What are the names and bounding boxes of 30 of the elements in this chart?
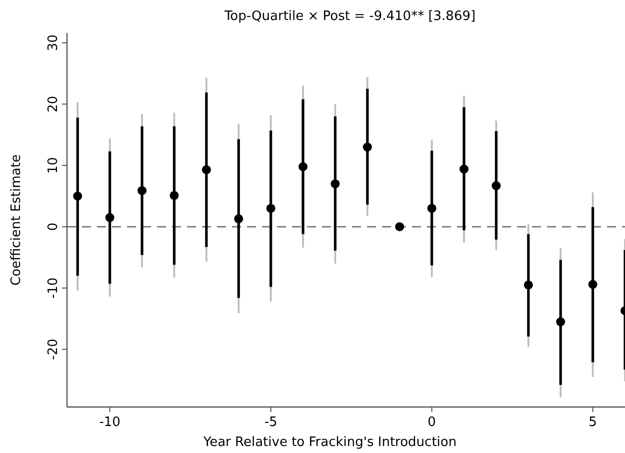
point: [362, 142, 372, 152]
point: [266, 204, 276, 213]
y-tick-label: 30: [46, 34, 61, 52]
point: [234, 214, 244, 224]
point: [330, 179, 340, 188]
y-tick-label: 0: [46, 222, 61, 231]
chart-title: Top-Quartile × Post = -9.410** [3.869]: [223, 9, 476, 24]
point: [460, 164, 469, 174]
y-axis-title: Coefficient Estimate: [9, 154, 24, 286]
point: [202, 165, 211, 174]
point: [298, 162, 308, 172]
y-tick-label: -20: [46, 338, 61, 360]
x-tick-label: -5: [264, 415, 278, 430]
point: [556, 317, 566, 326]
point: [170, 190, 179, 200]
x-tick-label: 5: [588, 415, 597, 430]
point: [138, 186, 147, 196]
x-axis-title: Year Relative to Fracking's Introduction: [202, 435, 457, 450]
y-tick-label: 20: [46, 96, 61, 112]
point: [524, 280, 533, 290]
y-tick-label: -10: [46, 277, 61, 299]
point: [427, 204, 436, 213]
point: [73, 192, 82, 201]
point: [105, 213, 114, 222]
y-tick-label: 10: [46, 157, 61, 174]
point: [492, 181, 501, 190]
x-tick-label: 0: [428, 415, 436, 430]
x-tick-label: -10: [99, 415, 120, 430]
point: [395, 222, 404, 232]
point: [588, 280, 598, 289]
